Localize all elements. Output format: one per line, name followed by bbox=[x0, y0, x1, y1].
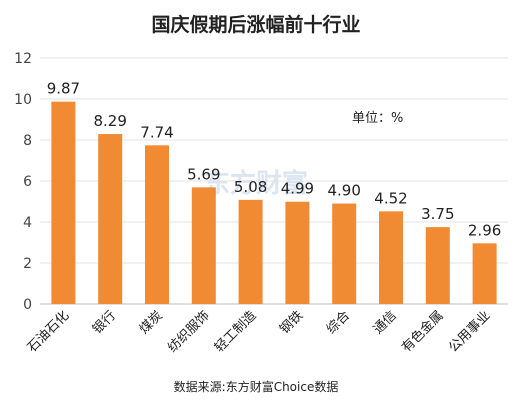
y-tick-label: 8 bbox=[23, 133, 32, 149]
unit-label: 单位：% bbox=[352, 111, 403, 126]
bar bbox=[98, 134, 123, 304]
value-label: 5.69 bbox=[187, 165, 220, 183]
category-label: 银行 bbox=[90, 308, 119, 337]
bar bbox=[145, 145, 169, 304]
source-note: 数据来源:东方财富Choice数据 bbox=[174, 379, 339, 394]
value-label: 2.96 bbox=[468, 221, 501, 239]
value-label: 7.74 bbox=[140, 123, 173, 141]
value-label: 4.99 bbox=[281, 180, 314, 198]
y-tick-label: 0 bbox=[23, 297, 32, 313]
chart-title: 国庆假期后涨幅前十行业 bbox=[151, 13, 360, 36]
bars bbox=[51, 101, 497, 304]
y-tick-label: 2 bbox=[23, 256, 32, 272]
category-label: 有色金属 bbox=[399, 308, 447, 356]
y-tick-label: 4 bbox=[23, 215, 32, 231]
bar bbox=[472, 243, 497, 304]
y-tick-label: 6 bbox=[23, 174, 32, 190]
value-labels: 9.87 8.29 7.74 5.69 5.08 4.99 4.90 4.52 3.75 2.96 bbox=[47, 80, 502, 240]
category-label: 纺织服饰 bbox=[165, 308, 212, 355]
value-label: 5.08 bbox=[234, 178, 267, 196]
bar bbox=[332, 203, 357, 304]
category-label: 综合 bbox=[324, 308, 353, 337]
bar bbox=[238, 199, 263, 304]
value-label: 4.90 bbox=[327, 182, 360, 200]
value-label: 4.52 bbox=[374, 189, 407, 207]
bar bbox=[425, 227, 450, 304]
value-label: 8.29 bbox=[93, 112, 126, 130]
y-tick-label: 12 bbox=[14, 51, 32, 67]
bar bbox=[51, 101, 76, 304]
y-tick-label: 10 bbox=[14, 92, 32, 108]
y-axis-ticks: 0 2 4 6 8 10 12 bbox=[14, 51, 32, 313]
category-label: 煤炭 bbox=[137, 308, 166, 337]
value-label: 3.75 bbox=[421, 205, 454, 223]
category-label: 石油石化 bbox=[25, 308, 72, 355]
category-label: 轻工制造 bbox=[212, 308, 259, 355]
watermark-logo: 东方财富 bbox=[204, 168, 308, 199]
bar bbox=[285, 201, 310, 304]
value-label: 9.87 bbox=[47, 80, 80, 98]
category-labels: 石油石化 银行 煤炭 纺织服饰 轻工制造 钢铁 综合 通信 有色金属 公用事业 bbox=[25, 308, 494, 356]
category-label: 公用事业 bbox=[446, 308, 493, 355]
bar bbox=[379, 211, 403, 304]
category-label: 通信 bbox=[371, 308, 400, 337]
bar bbox=[191, 187, 216, 304]
category-label: 钢铁 bbox=[277, 308, 306, 337]
